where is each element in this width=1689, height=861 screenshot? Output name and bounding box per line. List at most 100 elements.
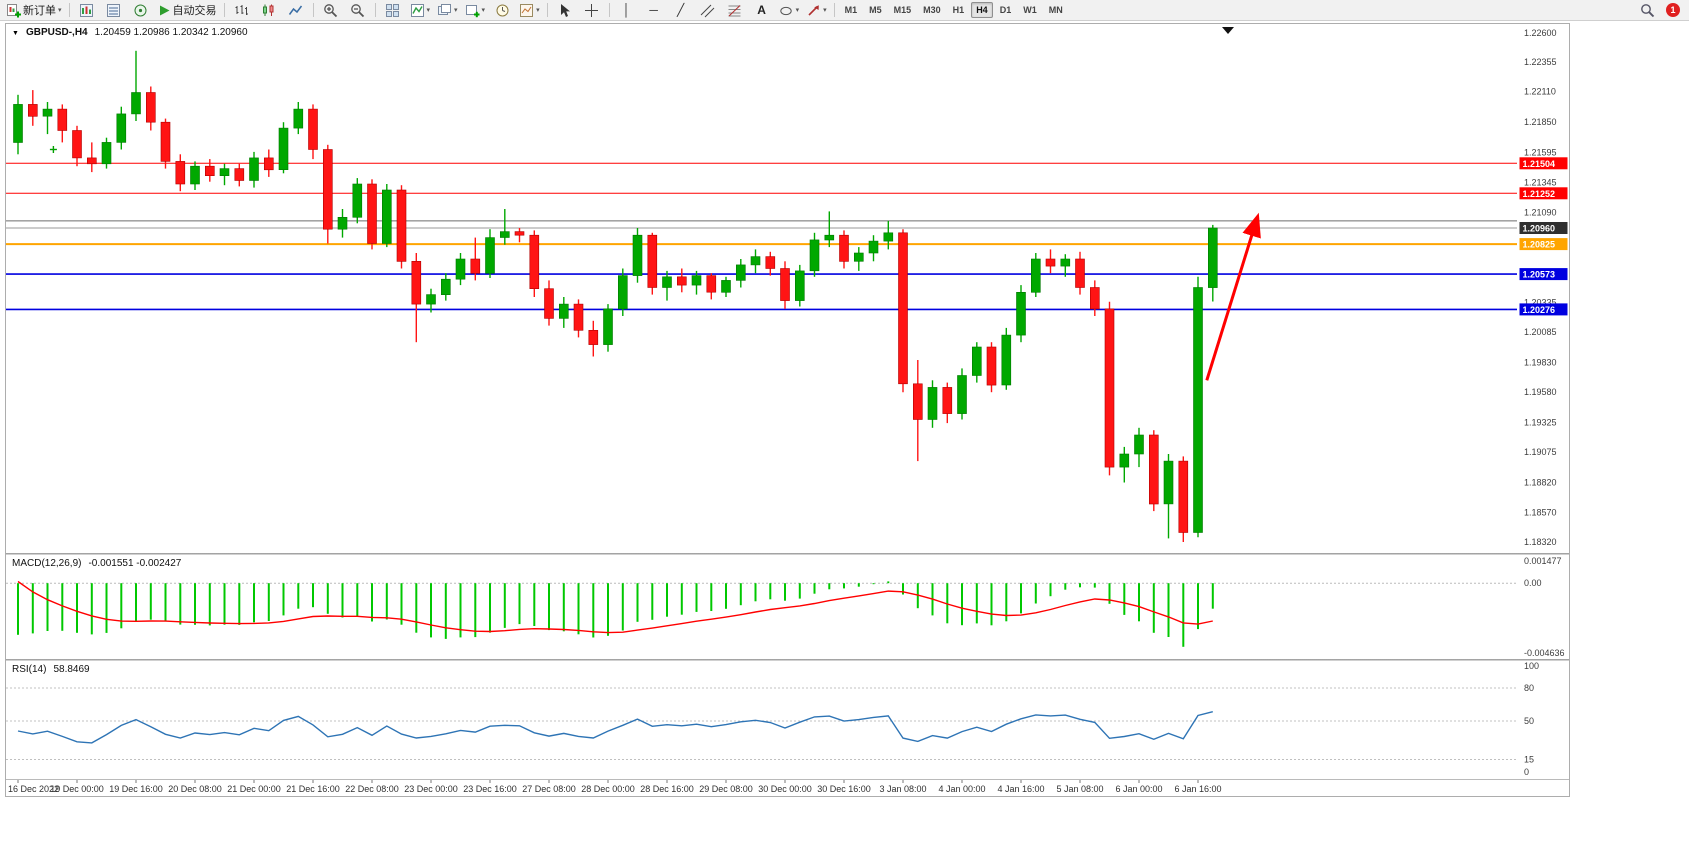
navigator-icon bbox=[133, 3, 148, 18]
timeframe-group: M1 M5 M15 M30 H1 H4 D1 W1 MN bbox=[839, 2, 1069, 18]
fibonacci-tool-button[interactable] bbox=[722, 0, 748, 20]
svg-text:-0.004636: -0.004636 bbox=[1524, 648, 1565, 658]
data-window-icon bbox=[106, 3, 121, 18]
svg-text:1.22110: 1.22110 bbox=[1524, 86, 1556, 96]
svg-text:100: 100 bbox=[1524, 661, 1539, 671]
line-chart-icon bbox=[288, 3, 303, 18]
templates-button[interactable]: ▾ bbox=[516, 0, 543, 20]
zoom-in-button[interactable] bbox=[318, 0, 344, 20]
candlestick-icon bbox=[261, 3, 276, 18]
profiles-button[interactable] bbox=[489, 0, 515, 20]
chevron-down-icon: ▾ bbox=[795, 6, 800, 14]
trendline-icon: ╱ bbox=[676, 3, 685, 17]
timeframe-button-h1[interactable]: H1 bbox=[952, 5, 965, 15]
timeframe-button-w1[interactable]: W1 bbox=[1023, 5, 1037, 15]
svg-text:1.19325: 1.19325 bbox=[1524, 418, 1557, 428]
indicators-button[interactable]: ▾ bbox=[407, 0, 434, 20]
arrange-charts-button[interactable]: ▾ bbox=[434, 0, 461, 20]
crosshair-tool-button[interactable] bbox=[579, 0, 605, 20]
main-chart-pane[interactable]: 1.22600 1.22355 1.22110 1.21850 1.21595 1.213… bbox=[6, 24, 1569, 553]
vertical-line-icon: │ bbox=[622, 3, 631, 17]
timeframe-button-m5[interactable]: M5 bbox=[869, 5, 882, 15]
svg-text:21 Dec 16:00: 21 Dec 16:00 bbox=[286, 784, 340, 794]
chevron-down-icon: ▾ bbox=[481, 6, 486, 14]
zoom-in-icon bbox=[323, 3, 338, 18]
svg-text:1.18570: 1.18570 bbox=[1524, 507, 1557, 517]
svg-text:1.22355: 1.22355 bbox=[1524, 57, 1557, 67]
svg-text:1.19580: 1.19580 bbox=[1524, 387, 1557, 397]
market-watch-icon bbox=[79, 3, 94, 18]
svg-text:50: 50 bbox=[1524, 716, 1534, 726]
svg-text:1.21090: 1.21090 bbox=[1524, 208, 1557, 218]
svg-text:5 Jan 08:00: 5 Jan 08:00 bbox=[1056, 784, 1103, 794]
zoom-out-icon bbox=[350, 3, 365, 18]
timeframe-button-d1[interactable]: D1 bbox=[999, 5, 1012, 15]
toolbar-separator bbox=[608, 3, 610, 17]
svg-text:19 Dec 16:00: 19 Dec 16:00 bbox=[109, 784, 163, 794]
pane-divider-rsi[interactable] bbox=[6, 659, 1569, 661]
text-tool-button[interactable]: A bbox=[749, 0, 775, 20]
search-button[interactable] bbox=[1634, 0, 1660, 20]
timeframe-button-mn[interactable]: MN bbox=[1048, 5, 1063, 15]
svg-text:20 Dec 08:00: 20 Dec 08:00 bbox=[168, 784, 222, 794]
svg-text:22 Dec 08:00: 22 Dec 08:00 bbox=[345, 784, 399, 794]
time-axis[interactable]: 16 Dec 2022 19 Dec 00:00 19 Dec 16:00 20 De… bbox=[6, 780, 1569, 796]
svg-text:1.20825: 1.20825 bbox=[1523, 240, 1556, 250]
svg-text:6 Jan 00:00: 6 Jan 00:00 bbox=[1115, 784, 1162, 794]
fibonacci-icon bbox=[727, 3, 742, 18]
notifications-badge[interactable]: 1 bbox=[1666, 3, 1680, 17]
svg-text:1.20085: 1.20085 bbox=[1524, 327, 1557, 337]
macd-indicator[interactable]: 0.001477 0.00 -0.004636 bbox=[6, 555, 1569, 659]
tile-windows-button[interactable] bbox=[380, 0, 406, 20]
svg-text:1.21252: 1.21252 bbox=[1523, 189, 1556, 199]
trendline-tool-button[interactable]: ╱ bbox=[668, 0, 694, 20]
svg-text:30 Dec 00:00: 30 Dec 00:00 bbox=[758, 784, 812, 794]
arrows-tool-button[interactable]: ▾ bbox=[803, 0, 830, 20]
horizontal-line-icon: ─ bbox=[649, 3, 658, 17]
bar-chart-mode-button[interactable] bbox=[229, 0, 255, 20]
horizontal-line-tool-button[interactable]: ─ bbox=[641, 0, 667, 20]
svg-text:28 Dec 00:00: 28 Dec 00:00 bbox=[581, 784, 635, 794]
toolbar-separator bbox=[833, 3, 835, 17]
svg-text:1.21345: 1.21345 bbox=[1524, 177, 1557, 187]
vertical-line-tool-button[interactable]: │ bbox=[614, 0, 640, 20]
toolbar-separator bbox=[374, 3, 376, 17]
svg-text:3 Jan 08:00: 3 Jan 08:00 bbox=[879, 784, 926, 794]
timeframe-button-m15[interactable]: M15 bbox=[893, 5, 912, 15]
collapse-objects-icon[interactable]: ▼ bbox=[12, 30, 19, 37]
auto-trading-label: 自动交易 bbox=[172, 5, 217, 17]
svg-text:1.19830: 1.19830 bbox=[1524, 357, 1557, 367]
clock-icon bbox=[495, 3, 510, 18]
svg-text:1.20960: 1.20960 bbox=[1523, 224, 1556, 234]
navigator-button[interactable] bbox=[128, 0, 154, 20]
channel-tool-button[interactable] bbox=[695, 0, 721, 20]
line-chart-mode-button[interactable] bbox=[283, 0, 309, 20]
svg-text:16 Dec 2022: 16 Dec 2022 bbox=[8, 784, 59, 794]
zoom-out-button[interactable] bbox=[345, 0, 371, 20]
svg-text:1.20276: 1.20276 bbox=[1523, 305, 1556, 315]
toolbar-separator bbox=[223, 3, 225, 17]
pane-divider-macd[interactable] bbox=[6, 553, 1569, 555]
chart-window: 1.22600 1.22355 1.22110 1.21850 1.21595 1.213… bbox=[5, 23, 1570, 797]
timeframe-button-m1[interactable]: M1 bbox=[844, 5, 858, 15]
price-chart[interactable]: 1.22600 1.22355 1.22110 1.21850 1.21595 1.213… bbox=[6, 24, 1569, 553]
candlestick-mode-button[interactable] bbox=[256, 0, 282, 20]
rsi-indicator[interactable]: 100 80 50 15 0 bbox=[6, 661, 1569, 779]
new-chart-button[interactable]: ▾ bbox=[462, 0, 489, 20]
cursor-tool-button[interactable] bbox=[552, 0, 578, 20]
rsi-indicator-pane[interactable]: 100 80 50 15 0 RSI(14) 58.8469 bbox=[6, 661, 1569, 779]
svg-text:80: 80 bbox=[1524, 683, 1534, 693]
market-watch-button[interactable] bbox=[74, 0, 100, 20]
pane-divider-time bbox=[6, 779, 1569, 780]
timeframe-button-m30[interactable]: M30 bbox=[923, 5, 941, 15]
shapes-tool-button[interactable]: ▾ bbox=[776, 0, 803, 20]
new-order-button[interactable]: 新订单 ▾ bbox=[3, 0, 65, 20]
svg-text:28 Dec 16:00: 28 Dec 16:00 bbox=[640, 784, 694, 794]
chart-title-overlay: ▼ GBPUSD-,H4 1.20459 1.20986 1.20342 1.2… bbox=[12, 27, 248, 38]
svg-text:23 Dec 00:00: 23 Dec 00:00 bbox=[404, 784, 458, 794]
data-window-button[interactable] bbox=[101, 0, 127, 20]
auto-trading-button[interactable]: 自动交易 bbox=[155, 0, 220, 20]
macd-indicator-pane[interactable]: 0.001477 0.00 -0.004636 MACD(12,26,9) -0.0… bbox=[6, 555, 1569, 659]
svg-text:1.22600: 1.22600 bbox=[1524, 28, 1557, 38]
timeframe-button-h4[interactable]: H4 bbox=[971, 2, 993, 18]
